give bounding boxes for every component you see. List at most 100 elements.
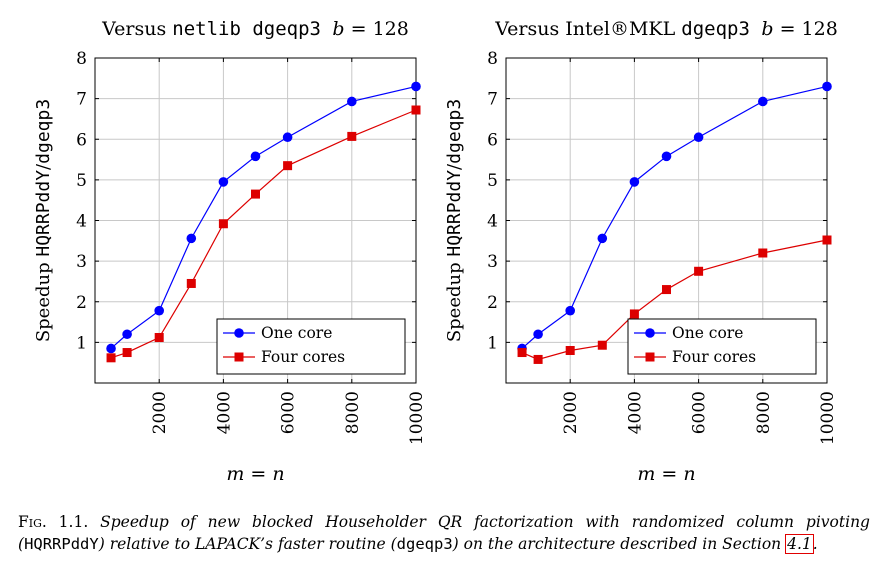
y-tick-label: 8 <box>487 49 498 69</box>
data-point <box>597 233 608 244</box>
data-point <box>411 105 421 115</box>
data-point <box>533 329 543 340</box>
series-four-cores <box>517 235 832 364</box>
title-prefix: Versus <box>101 18 172 40</box>
chart-title: Versus netlib dgeqp3 b = 128 <box>101 18 409 40</box>
data-point <box>565 305 575 316</box>
data-point <box>629 177 640 187</box>
data-point <box>411 81 421 92</box>
y-tick-label: 1 <box>487 333 498 353</box>
title-block-size-value: = 128 <box>774 18 838 40</box>
y-tick-label: 1 <box>76 333 87 353</box>
legend-label: Four cores <box>672 348 756 366</box>
figure-caption: Fig. 1.1. Speedup of new blocked Househo… <box>18 511 870 555</box>
title-prefix: Versus <box>494 18 565 40</box>
y-label-word: Speedup <box>33 257 54 343</box>
y-tick-label: 4 <box>76 212 87 232</box>
legend-box <box>216 318 406 375</box>
data-point <box>282 132 293 143</box>
data-point <box>347 96 357 107</box>
legend: One core Four cores <box>627 318 817 375</box>
data-point <box>106 343 116 354</box>
data-point <box>822 81 832 92</box>
caption-label: Fig. 1.1. <box>18 513 89 531</box>
title-library: Intel®MKL <box>565 18 681 40</box>
data-point <box>629 309 639 319</box>
x-tick-label: 10000 <box>818 391 838 445</box>
legend-marker <box>234 352 244 362</box>
data-point <box>694 266 704 276</box>
data-point <box>186 233 197 244</box>
x-tick-label: 10000 <box>407 391 427 445</box>
data-point <box>250 151 261 162</box>
y-label-denominator: dgeqp3 <box>444 99 465 164</box>
chart-2: 2000 4000 6000 8000 10000 1 2 3 4 5 6 7 8 Versus Inte… <box>444 18 838 485</box>
caption-text-3: ) on the architecture described in Secti… <box>452 535 787 553</box>
legend-label: One core <box>261 324 332 342</box>
y-label-word: Speedup <box>444 257 465 343</box>
legend-label: One core <box>672 324 743 342</box>
data-point <box>822 235 832 245</box>
x-tick-label: 2000 <box>561 391 581 434</box>
x-tick-label: 6000 <box>279 391 299 434</box>
caption-text-4: . <box>812 535 818 553</box>
y-tick-label: 2 <box>76 293 87 313</box>
title-routine: dgeqp3 <box>252 18 332 40</box>
x-axis-label: m = n <box>226 463 284 485</box>
data-point <box>218 177 229 187</box>
data-point <box>154 333 164 342</box>
data-point <box>533 354 543 364</box>
data-point <box>758 96 768 107</box>
data-point <box>758 248 768 258</box>
caption-code-dgeqp3: dgeqp3 <box>396 535 453 553</box>
title-block-size-symbol: b <box>332 18 344 40</box>
data-point <box>597 340 607 350</box>
y-tick-label: 2 <box>487 293 498 313</box>
legend-marker <box>645 328 655 338</box>
caption-code-hqrrp: HQRRPddY <box>24 535 99 553</box>
series-one-core <box>106 81 421 354</box>
y-tick-label: 8 <box>76 49 87 69</box>
data-point <box>154 305 164 316</box>
data-point <box>693 132 704 143</box>
y-tick-label: 3 <box>76 252 87 272</box>
y-label-numerator: HQRRPddY <box>444 170 465 257</box>
x-tick-label: 2000 <box>150 391 170 434</box>
series-one-core <box>517 81 832 354</box>
y-label-slash: / <box>33 163 54 170</box>
data-point <box>186 278 196 288</box>
x-tick-label: 8000 <box>754 391 774 434</box>
y-label-slash: / <box>444 163 465 170</box>
data-point <box>661 151 672 162</box>
title-library: netlib <box>172 18 252 40</box>
x-tick-label: 4000 <box>625 391 645 434</box>
y-tick-label: 7 <box>487 90 498 110</box>
data-point <box>517 348 527 358</box>
y-tick-label: 4 <box>487 212 498 232</box>
y-label-denominator: dgeqp3 <box>33 99 54 164</box>
y-axis-label: Speedup HQRRPddY/dgeqp3 <box>444 99 465 342</box>
x-tick-label: 6000 <box>690 391 710 434</box>
data-point <box>283 161 293 171</box>
chart-1: 2000 4000 6000 8000 10000 1 2 3 4 5 6 7 8 Versus netl… <box>33 18 427 485</box>
legend-marker <box>645 352 655 362</box>
y-tick-label: 5 <box>76 171 87 191</box>
legend: One core Four cores <box>216 318 406 375</box>
title-block-size-symbol: b <box>761 18 773 40</box>
data-point <box>122 348 132 358</box>
x-axis-label: m = n <box>637 463 695 485</box>
data-point <box>565 346 575 355</box>
series-four-cores <box>106 105 421 363</box>
legend-marker <box>234 328 244 338</box>
chart-title: Versus Intel®MKL dgeqp3 b = 128 <box>494 18 838 40</box>
data-point <box>347 131 357 141</box>
figure: 2000 4000 6000 8000 10000 1 2 3 4 5 6 7 8 Versus netl… <box>33 18 838 485</box>
data-point <box>122 329 132 340</box>
y-label-numerator: HQRRPddY <box>33 170 54 257</box>
y-tick-label: 7 <box>76 90 87 110</box>
y-tick-label: 6 <box>487 130 498 150</box>
x-tick-label: 8000 <box>343 391 363 434</box>
data-point <box>662 285 671 295</box>
section-reference-link[interactable]: 4.1 <box>785 534 814 554</box>
caption-text-2: ) relative to LAPACK’s faster routine ( <box>98 535 397 553</box>
